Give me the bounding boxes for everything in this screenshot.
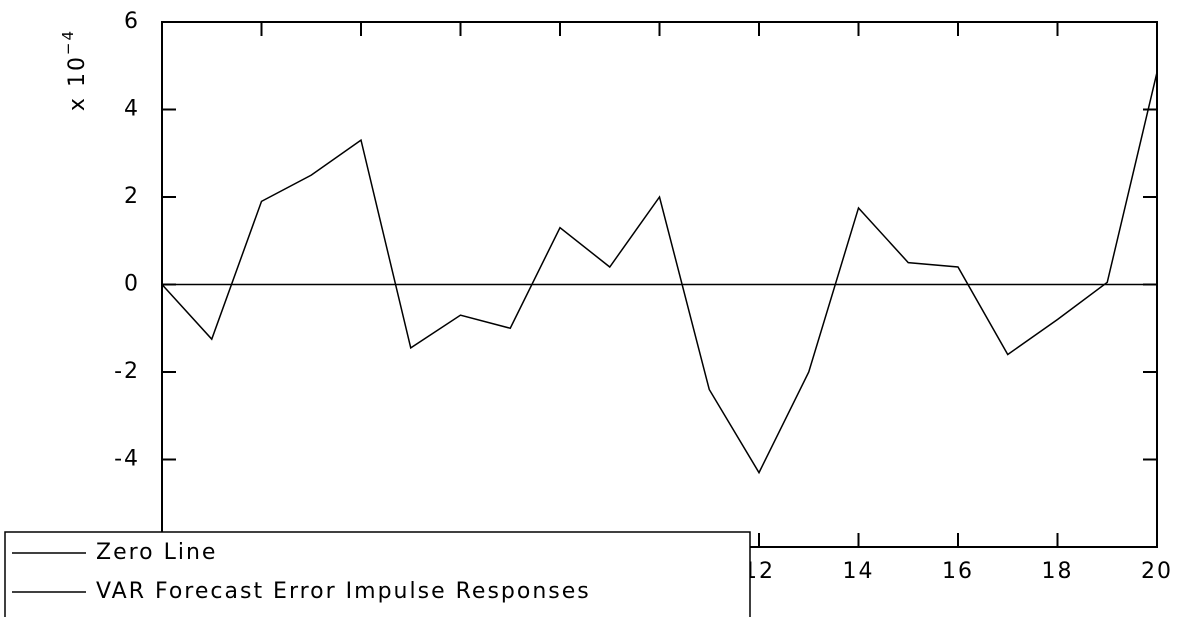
legend-box [4,531,751,617]
legend-label: VAR Forecast Error Impulse Responses [96,579,591,604]
legend-label: Zero Line [96,540,217,565]
legend: Zero Line VAR Forecast Error Impulse Resp… [4,531,751,617]
y-multiplier: x 10−4 [59,29,91,111]
series-line [161,72,1158,475]
y-tick-label: 6 [124,9,140,34]
x-tick-label: 18 [1042,559,1074,584]
x-tick-label: 14 [843,559,875,584]
y-tick-label: -4 [114,447,140,472]
y-multiplier-base: x 10 [65,55,90,111]
y-tick-label: 0 [124,272,140,297]
y-tick-label: 2 [124,184,140,209]
y-tick-label: -2 [114,359,140,384]
x-tick-label: 20 [1141,559,1173,584]
x-tick-label: 16 [942,559,974,584]
y-tick-label: 4 [124,97,140,122]
y-multiplier-exponent: −4 [59,29,77,55]
